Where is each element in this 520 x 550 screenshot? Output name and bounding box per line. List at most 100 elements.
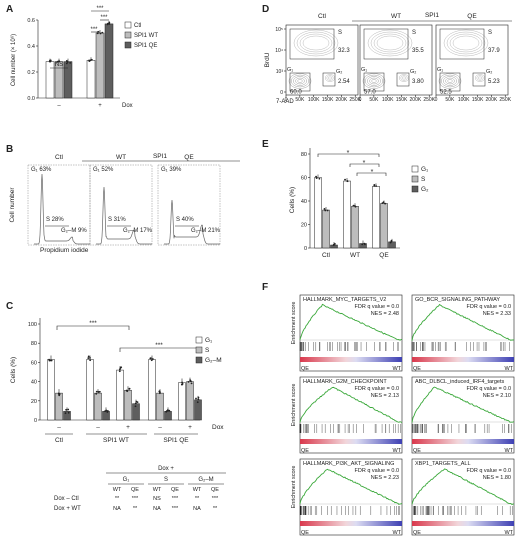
panel-c-point: [181, 383, 183, 386]
panel-b-histogram-curve: [34, 173, 90, 245]
panel-c-point: [119, 368, 121, 371]
panel-d-g1-value: 52.5: [440, 90, 452, 96]
panel-e-point: [361, 243, 364, 246]
panel-a-point: [89, 59, 92, 62]
panel-c-point: [197, 398, 200, 401]
gsea-x-left: QE: [301, 530, 309, 536]
panel-c-point: [168, 409, 171, 412]
table-cell: NA: [113, 506, 121, 512]
panel-e-bracket-3: [356, 172, 387, 176]
panel-c-point: [158, 390, 161, 393]
legend-a-ctl-swatch: [124, 21, 132, 29]
panel-b: B SPI1 Cell number Propidium iodide CtlG…: [6, 144, 240, 254]
panel-c-sig-1: ***: [89, 320, 97, 327]
panel-d-contour: [441, 74, 459, 88]
panel-a: A Cell number (× 10⁶) 0.0 0.2 0.4 0.6 – + D…: [6, 4, 158, 109]
table-cell: ***: [172, 506, 179, 512]
panel-a-xtick-plus: +: [98, 103, 102, 109]
panel-e-point: [363, 242, 366, 245]
panel-d-gate-g1-name: G₁: [437, 67, 443, 73]
panel-c-point: [187, 380, 190, 383]
panel-c-bracket-1: [56, 325, 130, 330]
panel-c-bar: [102, 411, 110, 421]
panel-d-xtick-label: 0: [359, 97, 362, 103]
panel-e-ylabel: Cells (%): [289, 187, 296, 213]
gsea-title: HALLMARK_G2M_CHECKPOINT: [303, 379, 387, 385]
panel-c-point: [67, 408, 70, 411]
panel-d-contour: [295, 77, 305, 85]
panel-b-ylabel: Cell number: [9, 187, 16, 223]
panel-c-label: C: [6, 301, 13, 312]
panel-d-gate-g1-name: G₁: [287, 67, 293, 73]
panel-c-point: [196, 401, 199, 404]
panel-a-point: [96, 32, 99, 35]
panel-e-sig-3: *: [371, 169, 374, 176]
panel-c-point: [105, 409, 108, 412]
panel-c-ytick-label: 80: [31, 341, 37, 347]
panel-e-bracket-1: [317, 153, 380, 157]
panel-d-contour-s: [449, 33, 483, 53]
panel-e-point: [315, 175, 317, 178]
gsea-rank-bar: [300, 357, 402, 362]
panel-a-point: [101, 31, 104, 34]
panel-d-xtick-label: 150K: [322, 97, 334, 103]
panel-d-xtick-label: 200K: [486, 97, 498, 103]
panel-d-xtick-label: 200K: [336, 97, 348, 103]
gsea-x-left: QE: [301, 448, 309, 454]
panel-b-s-label: S 28%: [46, 217, 64, 223]
panel-d-contour-s: [446, 31, 486, 55]
panel-a-sig-1: ***: [96, 6, 104, 12]
panel-e-bar: [372, 186, 380, 249]
panel-c-point: [190, 382, 193, 385]
panel-c-dox-tick: –: [158, 424, 162, 431]
panel-e-point: [346, 180, 349, 182]
gsea-x-left: QE: [413, 448, 421, 454]
legend-c-s: S: [205, 347, 210, 354]
panel-c-point: [158, 392, 161, 395]
panel-d-s-value: 35.5: [412, 48, 424, 54]
panel-c-sig-2: ***: [155, 342, 163, 349]
panel-b-g2-label: G₂–M 21%: [191, 228, 221, 234]
panel-e-yticks: 0 20 40 60 80: [301, 152, 310, 252]
panel-a-sig-3: ***: [90, 27, 98, 33]
gsea-fdr: FDR q value = 0.0: [355, 386, 399, 392]
gsea-x-right: WT: [392, 448, 401, 454]
panel-d-gate-s: [439, 28, 485, 60]
panel-c-bar: [116, 369, 124, 421]
panel-e-bar: [388, 241, 396, 249]
panel-c-point: [151, 358, 154, 360]
panel-d-contour-g2: [326, 75, 334, 81]
gsea-frame: [299, 376, 403, 454]
panel-b-g2-label: G₂–M 9%: [61, 228, 87, 234]
table-title: Dox +: [158, 466, 174, 472]
panel-d-gate-s-name: S: [488, 30, 492, 36]
panel-d-contour-s: [302, 35, 330, 51]
gsea-enrichment-curve: [299, 468, 403, 505]
panel-c-bar: [124, 389, 132, 421]
panel-c-point: [87, 355, 90, 358]
panel-b-g1-label: G₁ 39%: [161, 167, 182, 173]
panel-d-contour-s: [296, 31, 336, 55]
panel-d-contour-s: [367, 29, 413, 57]
panel-d-contour-s: [443, 29, 489, 57]
table-subheader: QE: [211, 487, 219, 493]
panel-d-xtick-label: 50K: [369, 97, 379, 103]
panel-a-point: [65, 62, 68, 65]
panel-e-point: [326, 209, 329, 212]
table-subheader: WT: [153, 487, 162, 493]
panel-d-contour: [288, 73, 312, 89]
panel-a-point: [108, 21, 111, 24]
panel-d-contour: [297, 79, 303, 83]
gsea-fdr: FDR q value = 0.0: [355, 304, 399, 310]
panel-c-point: [181, 381, 184, 384]
panel-d-g2-value: 3.80: [412, 79, 424, 85]
legend-e-g2: G₂: [421, 186, 429, 193]
panel-c-point: [50, 359, 53, 362]
panel-b-title: WT: [116, 154, 126, 161]
panel-c-group-wt: SPI1 WT: [103, 437, 129, 444]
panel-c-point: [58, 393, 60, 396]
legend-c-g1: G₁: [205, 337, 213, 344]
table-cell: NA: [153, 506, 161, 512]
